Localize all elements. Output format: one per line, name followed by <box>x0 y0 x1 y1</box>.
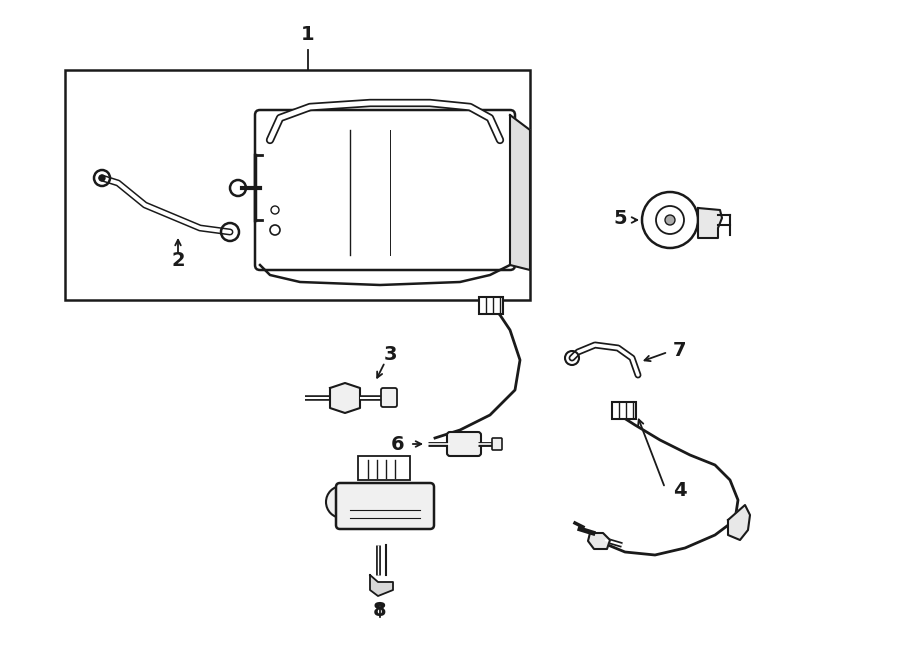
Polygon shape <box>370 575 393 596</box>
Circle shape <box>326 486 358 518</box>
Polygon shape <box>330 383 360 413</box>
Text: 6: 6 <box>392 434 405 453</box>
Polygon shape <box>728 505 750 540</box>
Circle shape <box>665 215 675 225</box>
FancyBboxPatch shape <box>447 432 481 456</box>
FancyBboxPatch shape <box>381 388 397 407</box>
Polygon shape <box>588 533 610 549</box>
Text: 3: 3 <box>383 346 397 364</box>
Text: 2: 2 <box>171 251 184 270</box>
Circle shape <box>99 175 105 181</box>
FancyBboxPatch shape <box>479 297 503 314</box>
FancyBboxPatch shape <box>358 456 410 480</box>
Text: 8: 8 <box>374 600 387 619</box>
FancyBboxPatch shape <box>492 438 502 450</box>
Text: 5: 5 <box>613 208 626 227</box>
Text: 1: 1 <box>302 26 315 44</box>
Polygon shape <box>510 115 530 270</box>
Circle shape <box>399 486 431 518</box>
FancyBboxPatch shape <box>612 402 636 419</box>
Text: 4: 4 <box>673 481 687 500</box>
FancyBboxPatch shape <box>336 483 434 529</box>
Polygon shape <box>698 208 722 238</box>
Text: 7: 7 <box>673 340 687 360</box>
Bar <box>65 70 530 300</box>
